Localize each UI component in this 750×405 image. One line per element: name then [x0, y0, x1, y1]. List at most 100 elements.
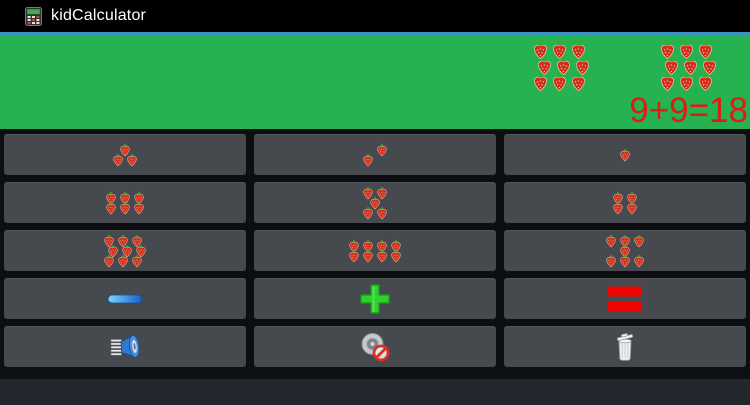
strawberry-icon	[620, 254, 630, 268]
app-title: kidCalculator	[51, 7, 147, 24]
strawberry-icon	[136, 244, 146, 258]
key-4-button[interactable]	[504, 182, 746, 223]
strawberry-cluster-5	[361, 185, 389, 220]
strawberry-icon	[634, 234, 644, 248]
strawberry-icon	[634, 254, 644, 268]
strawberry-icon	[120, 201, 130, 215]
trash-icon	[616, 332, 634, 361]
strawberry-icon	[620, 234, 630, 248]
strawberry-cluster-4	[611, 190, 639, 215]
strawberry-icon	[134, 191, 144, 205]
strawberry-icon	[572, 73, 585, 91]
key-equals-button[interactable]	[504, 278, 746, 319]
strawberry-groups	[533, 39, 717, 92]
key-7-button[interactable]	[504, 230, 746, 271]
calculator-icon	[25, 6, 42, 26]
key-clear-button[interactable]	[504, 326, 746, 367]
strawberry-icon	[680, 41, 693, 59]
strawberry-cluster-3	[111, 142, 139, 167]
strawberry-icon	[104, 254, 114, 268]
strawberry-icon	[118, 254, 128, 268]
strawberry-icon	[370, 196, 380, 210]
app-bar: kidCalculator	[0, 0, 750, 32]
strawberry-icon	[363, 153, 373, 167]
strawberry-icon	[391, 249, 401, 263]
strawberry-icon	[606, 234, 616, 248]
strawberry-cluster-8	[347, 238, 403, 263]
strawberry-cluster-7	[604, 233, 646, 268]
strawberry-icon	[620, 244, 630, 258]
strawberry-icon	[120, 191, 130, 205]
strawberry-icon	[120, 143, 130, 157]
strawberry-icon	[363, 249, 373, 263]
key-5-button[interactable]	[254, 182, 496, 223]
strawberry-icon	[134, 201, 144, 215]
strawberry-icon	[363, 206, 373, 220]
key-8-button[interactable]	[254, 230, 496, 271]
strawberry-icon	[538, 57, 551, 75]
strawberry-icon	[534, 41, 547, 59]
strawberry-icon	[684, 57, 697, 75]
key-2-button[interactable]	[254, 134, 496, 175]
strawberry-icon	[377, 186, 387, 200]
strawberry-icon	[703, 57, 716, 75]
key-1-button[interactable]	[504, 134, 746, 175]
strawberry-cluster-2	[363, 142, 387, 167]
key-6-button[interactable]	[4, 182, 246, 223]
strawberry-cluster-6	[104, 190, 146, 215]
strawberry-icon	[118, 234, 128, 248]
strawberry-icon	[661, 73, 674, 91]
key-minus-button[interactable]	[4, 278, 246, 319]
strawberry-icon	[132, 234, 142, 248]
strawberry-icon	[113, 153, 123, 167]
strawberry-icon	[613, 201, 623, 215]
strawberry-icon	[349, 249, 359, 263]
strawberry-icon	[606, 254, 616, 268]
strawberry-icon	[106, 191, 116, 205]
strawberry-icon	[557, 57, 570, 75]
strawberry-cluster-9	[660, 39, 717, 92]
strawberry-icon	[349, 239, 359, 253]
strawberry-icon	[132, 254, 142, 268]
strawberry-icon	[108, 244, 118, 258]
strawberry-icon	[699, 41, 712, 59]
strawberry-icon	[363, 239, 373, 253]
strawberry-icon	[661, 41, 674, 59]
key-plus-button[interactable]	[254, 278, 496, 319]
strawberry-cluster-1	[618, 147, 632, 162]
equals-icon	[608, 286, 642, 311]
strawberry-icon	[377, 143, 387, 157]
strawberry-icon	[627, 201, 637, 215]
megaphone-icon	[110, 333, 140, 359]
strawberry-icon	[553, 73, 566, 91]
strawberry-cluster-9	[104, 233, 146, 268]
strawberry-icon	[553, 41, 566, 59]
result-display: 9+9=18	[0, 35, 750, 129]
bottom-band	[0, 367, 750, 405]
strawberry-icon	[106, 201, 116, 215]
strawberry-icon	[627, 191, 637, 205]
strawberry-icon	[572, 41, 585, 59]
plus-icon	[360, 283, 390, 314]
strawberry-icon	[613, 191, 623, 205]
strawberry-icon	[104, 234, 114, 248]
key-3-button[interactable]	[4, 134, 246, 175]
strawberry-icon	[665, 57, 678, 75]
strawberry-cluster-9	[533, 39, 590, 92]
strawberry-icon	[363, 186, 373, 200]
strawberry-icon	[391, 239, 401, 253]
strawberry-icon	[576, 57, 589, 75]
key-mute-button[interactable]	[254, 326, 496, 367]
strawberry-icon	[534, 73, 547, 91]
key-9-button[interactable]	[4, 230, 246, 271]
strawberry-icon	[377, 206, 387, 220]
key-speak-button[interactable]	[4, 326, 246, 367]
strawberry-icon	[127, 153, 137, 167]
strawberry-icon	[377, 249, 387, 263]
strawberry-icon	[699, 73, 712, 91]
action-bar-divider	[0, 32, 750, 35]
calculator-app-icon	[25, 6, 42, 26]
equation-result: 9+9=18	[629, 91, 748, 130]
speaker-muted-icon	[361, 332, 390, 361]
